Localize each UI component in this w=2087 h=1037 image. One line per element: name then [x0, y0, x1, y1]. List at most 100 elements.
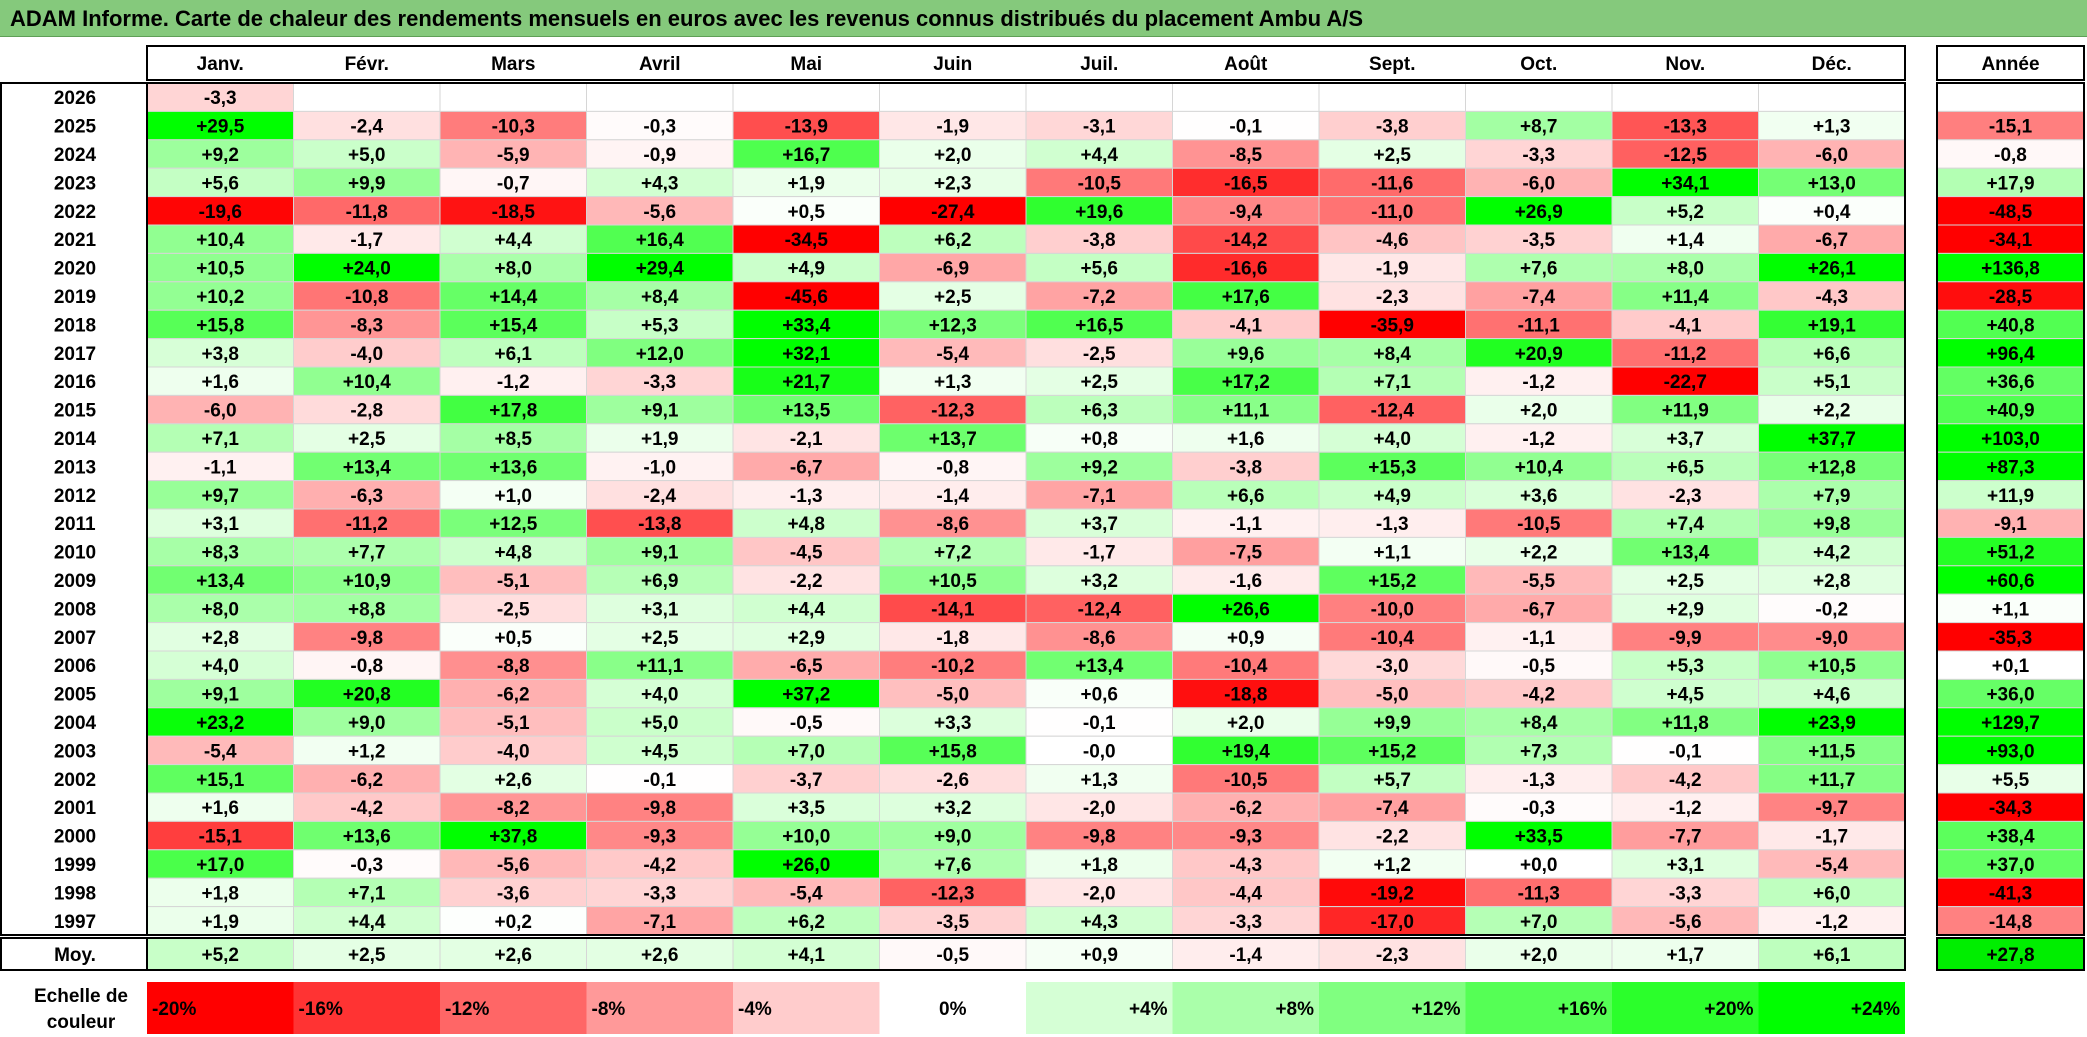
- cell-value: +23,9: [1808, 713, 1856, 734]
- cell-value: +16,7: [782, 145, 830, 166]
- heatmap-cell: [1758, 650, 1906, 680]
- cell-value: +10,4: [343, 372, 392, 393]
- cell-value: -5,0: [936, 685, 969, 706]
- cell-value: +33,5: [1515, 827, 1564, 848]
- cell-value: +6,6: [1227, 486, 1265, 507]
- heatmap-cell: [879, 593, 1027, 624]
- cell-value: +3,7: [1080, 514, 1118, 535]
- scale-value: +8%: [1275, 999, 1314, 1020]
- heatmap-cell: [1025, 82, 1173, 112]
- row-year-label: 2002: [54, 770, 96, 791]
- cell-value: +1,3: [1813, 117, 1851, 138]
- cell-value: +4,0: [641, 685, 679, 706]
- cell-value: +13,6: [343, 827, 391, 848]
- scale-swatch: [879, 982, 1026, 1034]
- month-header: Janv.: [197, 54, 244, 75]
- heatmap-cell: [1172, 849, 1320, 879]
- row-year-label: 2024: [54, 145, 97, 166]
- row-year-label: 2026: [54, 88, 96, 109]
- heatmap-cell: [146, 792, 294, 822]
- scale-value: +24%: [1851, 999, 1900, 1020]
- cell-value: -0,1: [643, 770, 676, 791]
- cell-value: -0,1: [1669, 741, 1702, 762]
- heatmap-cell: [586, 82, 734, 112]
- heatmap-cell: [879, 196, 1027, 226]
- heatmap-cell: [1318, 877, 1466, 908]
- cell-value: +4,6: [1813, 685, 1851, 706]
- cell-value: +8,8: [348, 599, 386, 620]
- heatmap-cell: [732, 366, 880, 396]
- heatmap-cell: [1172, 423, 1320, 453]
- cell-value: +4,2: [1813, 543, 1851, 564]
- cell-value: +0,5: [787, 202, 825, 223]
- cell-value: +10,0: [782, 827, 830, 848]
- cell-value: +10,9: [343, 571, 391, 592]
- heatmap-cell: [1611, 877, 1759, 908]
- cell-value: -3,6: [497, 883, 530, 904]
- heatmap-cell: [1172, 110, 1320, 141]
- annual-cell: [1936, 309, 2085, 340]
- heatmap-cell: [1318, 366, 1466, 396]
- cell-value: +20,9: [1515, 344, 1563, 365]
- cell-value: +23,2: [196, 713, 244, 734]
- cell-value: -0,5: [790, 713, 823, 734]
- row-year-label: 2022: [54, 202, 96, 223]
- heatmap-cell: [146, 508, 294, 538]
- cell-value: -35,9: [1371, 315, 1414, 336]
- row-year-label: 2012: [54, 486, 96, 507]
- cell-value: -2,1: [790, 429, 823, 450]
- heatmap-cell: [1611, 167, 1759, 198]
- heatmap-cell: [1318, 394, 1466, 425]
- heatmap-cell: [1025, 281, 1173, 311]
- cell-value: +0,0: [1520, 855, 1558, 876]
- row-year-label: 2023: [54, 173, 96, 194]
- cell-value: -7,1: [643, 912, 676, 933]
- cell-value: +10,5: [1808, 656, 1857, 677]
- row-year-label: 2000: [54, 827, 96, 848]
- row-year-label: 2010: [54, 543, 96, 564]
- heatmap-cell: [293, 707, 441, 737]
- heatmap-cell: [1465, 423, 1613, 453]
- heatmap-cell: [293, 167, 441, 198]
- cell-value: -3,8: [1376, 117, 1409, 138]
- month-header-frame: [146, 45, 1906, 81]
- cell-value: +15,1: [196, 770, 245, 791]
- cell-value: -6,0: [1815, 145, 1848, 166]
- cell-value: +3,2: [934, 798, 972, 819]
- cell-value: +24,0: [343, 259, 391, 280]
- cell-value: -9,4: [1229, 202, 1262, 223]
- cell-value: -0,5: [1522, 656, 1555, 677]
- cell-value: +1,8: [1080, 855, 1118, 876]
- annual-value: +87,3: [1986, 457, 2034, 478]
- heatmap-cell: [1172, 508, 1320, 538]
- cell-value: +13,5: [782, 401, 831, 422]
- cell-value: +2,6: [494, 770, 532, 791]
- heatmap-cell: [1611, 423, 1759, 453]
- cell-value: -16,6: [1224, 259, 1267, 280]
- heatmap-cell: [879, 906, 1027, 936]
- cell-value: +4,0: [1373, 429, 1411, 450]
- month-header: Avril: [639, 54, 681, 75]
- annual-value: +51,2: [1986, 543, 2034, 564]
- cell-value: +13,0: [1808, 173, 1856, 194]
- cell-value: -8,2: [497, 798, 530, 819]
- cell-value: +12,0: [636, 344, 684, 365]
- heatmap-cell: [586, 394, 734, 425]
- cell-value: +3,3: [934, 713, 972, 734]
- heatmap-cell: [1465, 451, 1613, 482]
- cell-value: +16,5: [1075, 315, 1124, 336]
- row-year-label: 2006: [54, 656, 96, 677]
- cell-value: -1,9: [1376, 259, 1409, 280]
- heatmap-cell: [146, 338, 294, 368]
- annual-value: +96,4: [1986, 344, 2035, 365]
- cell-value: +17,8: [489, 401, 537, 422]
- cell-value: -2,4: [350, 117, 383, 138]
- cell-value: +11,1: [1222, 401, 1269, 422]
- cell-value: +37,7: [1808, 429, 1856, 450]
- heatmap-cell: [293, 849, 441, 879]
- heatmap-cell: [1025, 252, 1173, 283]
- cell-value: +8,3: [201, 543, 239, 564]
- cell-value: +34,1: [1661, 173, 1710, 194]
- annual-cell: [1936, 508, 2085, 538]
- cell-value: -6,3: [350, 486, 383, 507]
